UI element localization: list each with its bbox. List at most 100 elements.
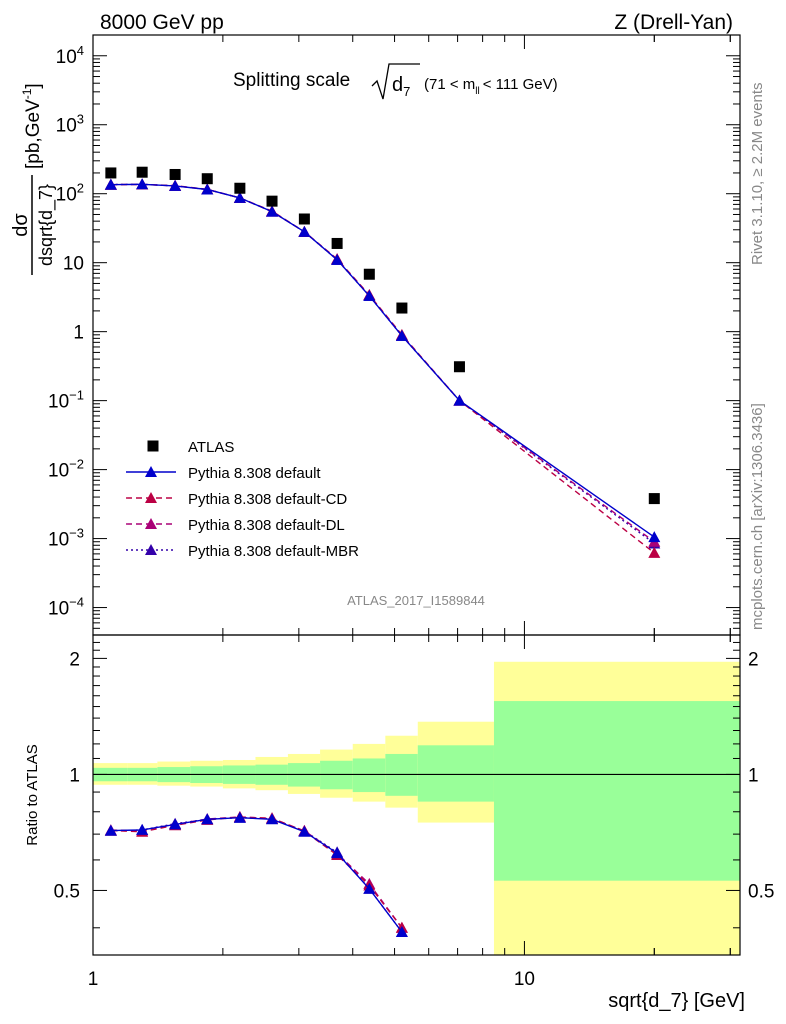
main-ytick-label: 10−1 [48, 388, 84, 413]
data-point [201, 173, 213, 185]
data-point [331, 237, 343, 249]
ratio-point [136, 823, 149, 835]
main-series [104, 166, 661, 558]
ratio-point [169, 818, 182, 830]
title-cut: (71 < mll < 111 GeV) [424, 76, 558, 97]
header-right: Z (Drell-Yan) [614, 11, 733, 34]
ratio-line-dl [110, 816, 403, 929]
data-point [453, 361, 465, 373]
mc-point [648, 546, 661, 558]
ratio-ytick-label-right: 0.5 [748, 881, 774, 902]
main-ylabel: dσ dsqrt{d_7} [pb,GeV-1] [10, 83, 57, 275]
main-axis-ticks [92, 34, 740, 636]
ratio-axis-ticks [92, 635, 740, 955]
title-main: Splitting scale [233, 70, 350, 91]
mc-point [298, 225, 311, 237]
title-d: d7 [392, 74, 410, 99]
legend-label-cd: Pythia 8.308 default-CD [188, 491, 347, 508]
mcplots-label: mcplots.cern.ch [arXiv:1306.3436] [749, 403, 766, 630]
series-line-default [110, 183, 655, 538]
ratio-ytick-label-left: 1 [69, 765, 80, 786]
sqrt-symbol [371, 63, 420, 100]
legend-label-data: ATLAS [188, 439, 234, 456]
legend-label-mbr: Pythia 8.308 default-MBR [188, 543, 359, 560]
band-inner-bin [417, 745, 494, 802]
series-line-dl [110, 183, 655, 543]
data-point [298, 213, 310, 225]
legend-item-cd: Pythia 8.308 default-CD [126, 491, 347, 508]
legend: ATLAS Pythia 8.308 default Pythia 8.308 de… [126, 439, 359, 560]
xlabel: sqrt{d_7} [GeV] [608, 990, 745, 1012]
ratio-point [395, 926, 408, 938]
legend-item-mbr: Pythia 8.308 default-MBR [126, 543, 359, 560]
series-default [104, 178, 661, 543]
data-point [266, 195, 278, 207]
ratio-ylabel: Ratio to ATLAS [24, 744, 41, 845]
data-point [169, 168, 181, 180]
ratio-point [363, 882, 376, 894]
ylabel-unit: [pb,GeV-1] [20, 83, 44, 169]
ratio-ytick-label-left: 0.5 [54, 881, 80, 902]
ratio-point [104, 824, 117, 836]
ratio-point [331, 847, 344, 859]
rivet-label: Rivet 3.1.10, ≥ 2.2M events [749, 83, 766, 266]
legend-marker-triangle [145, 544, 157, 555]
main-ytick-label: 102 [56, 181, 84, 206]
mc-point [453, 394, 466, 406]
main-ytick-label: 10−2 [48, 457, 84, 482]
data-point [363, 268, 375, 280]
analysis-label: ATLAS_2017_I1589844 [347, 593, 485, 608]
band-inner-bin [493, 701, 740, 881]
ratio-ytick-label-left: 2 [69, 649, 80, 670]
ratio-line-mbr [110, 816, 403, 933]
ylabel-numerator: dσ [10, 213, 32, 237]
mc-point [648, 531, 661, 543]
ratio-series-group [104, 810, 408, 938]
mc-point [331, 253, 344, 265]
ratio-point [201, 813, 214, 825]
ratio-point [266, 813, 279, 825]
ylabel-denominator: dsqrt{d_7} [36, 184, 57, 266]
band-inner-bin [320, 760, 353, 790]
mc-point [395, 329, 408, 341]
mc-point [169, 179, 182, 191]
main-ytick-label: 10 [63, 254, 84, 275]
mc-point [104, 178, 117, 190]
ratio-line-cd [110, 816, 403, 929]
header-left: 8000 GeV pp [100, 11, 224, 34]
data-point [136, 166, 148, 178]
ratio-ytick-label-right: 2 [748, 649, 759, 670]
ratio-ytick-label-right: 1 [748, 765, 759, 786]
data-point [648, 493, 660, 505]
data-point [105, 167, 117, 179]
ratio-default [104, 811, 408, 938]
band-inner-bin [352, 758, 386, 793]
main-ytick-label: 10−3 [48, 526, 84, 551]
uncertainty-bands [93, 661, 740, 955]
legend-label-default: Pythia 8.308 default [188, 465, 321, 482]
legend-marker-triangle [145, 466, 157, 477]
main-ytick-label: 103 [56, 112, 84, 137]
legend-item-dl: Pythia 8.308 default-DL [126, 517, 345, 534]
series-line-mbr [110, 183, 655, 544]
legend-label-dl: Pythia 8.308 default-DL [188, 517, 345, 534]
series-data [105, 166, 660, 505]
mc-point [136, 178, 149, 190]
ratio-mbr [104, 811, 408, 938]
ratio-series [104, 810, 408, 938]
data-point [234, 182, 246, 194]
ratio-cd [104, 811, 408, 933]
mc-point [201, 183, 214, 195]
xtick-label: 1 [88, 969, 99, 990]
mc-point [363, 289, 376, 301]
legend-item-data: ATLAS [147, 439, 234, 456]
mc-point [266, 205, 279, 217]
main-ytick-label: 104 [56, 43, 84, 68]
plot-title: Splitting scale d7 (71 < mll < 111 GeV) [233, 63, 558, 100]
ratio-panel-frame [92, 634, 741, 956]
data-point [396, 302, 408, 314]
legend-marker-triangle [145, 518, 157, 529]
xtick-label: 10 [514, 969, 535, 990]
